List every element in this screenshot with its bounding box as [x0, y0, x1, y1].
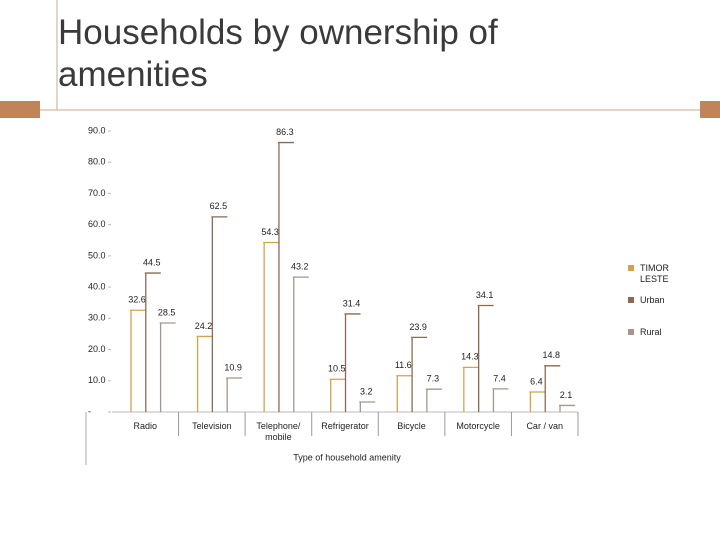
data-label: 3.2 — [360, 386, 373, 396]
legend-label: TIMOR LESTE — [640, 263, 669, 284]
data-label: 6.4 — [530, 376, 543, 386]
data-label: 14.3 — [461, 352, 479, 362]
data-label: 7.3 — [427, 374, 440, 384]
legend-label: Rural — [640, 327, 662, 337]
data-label: 34.1 — [476, 290, 494, 300]
x-tick-label: Radio — [133, 421, 158, 431]
y-tick-label: 40.0 — [88, 281, 106, 291]
data-label: 32.6 — [128, 295, 146, 305]
bar — [277, 141, 294, 412]
legend-swatch — [628, 329, 634, 335]
y-tick-label: 20.0 — [88, 344, 106, 354]
y-tick-label: 90.0 — [88, 125, 106, 135]
decor-bar — [0, 101, 40, 118]
bar — [144, 272, 161, 412]
y-tick-label: 60.0 — [88, 219, 106, 229]
bar — [425, 388, 442, 412]
data-label: 23.9 — [409, 322, 427, 332]
data-label: 11.6 — [395, 360, 412, 370]
bar — [226, 377, 243, 412]
data-label: 44.5 — [143, 257, 161, 267]
bar — [263, 241, 280, 412]
decor-bar — [700, 101, 720, 118]
bar — [329, 378, 346, 412]
y-tick-label: - — [88, 406, 91, 416]
data-label: 24.2 — [195, 321, 213, 331]
x-axis-title: Type of household amenity — [293, 452, 401, 462]
data-label: 10.9 — [224, 362, 242, 372]
y-tick-label: 70.0 — [88, 188, 106, 198]
bar — [292, 276, 309, 412]
bar — [359, 401, 376, 412]
bar — [344, 313, 361, 412]
bar — [462, 366, 479, 412]
bar — [477, 304, 494, 412]
data-label: 43.2 — [291, 261, 309, 271]
y-tick-label: 80.0 — [88, 157, 106, 167]
legend-label: Urban — [640, 295, 665, 305]
data-label: 2.1 — [560, 390, 573, 400]
legend-swatch — [628, 265, 634, 271]
bar — [196, 335, 213, 412]
x-tick-label: Refrigerator — [321, 421, 369, 431]
bar — [211, 216, 228, 412]
data-label: 10.5 — [328, 364, 346, 374]
data-label: 86.3 — [276, 127, 294, 137]
data-label: 14.8 — [542, 350, 560, 360]
data-label: 28.5 — [158, 307, 176, 317]
y-tick-label: 50.0 — [88, 250, 106, 260]
bar — [130, 309, 146, 412]
bar — [411, 336, 428, 412]
bar — [396, 375, 413, 412]
x-tick-label: Telephone/ mobile — [256, 421, 301, 442]
x-tick-label: Television — [192, 421, 232, 431]
bar — [492, 388, 509, 412]
x-tick-label: Bicycle — [397, 421, 426, 431]
x-tick-label: Motorcycle — [456, 421, 500, 431]
y-tick-label: 10.0 — [88, 375, 106, 385]
bar — [159, 322, 176, 412]
data-label: 54.3 — [261, 227, 279, 237]
data-label: 62.5 — [210, 201, 228, 211]
slide-title: Households by ownership of amenities — [58, 13, 498, 94]
data-label: 7.4 — [493, 373, 506, 383]
legend-swatch — [628, 297, 634, 303]
bar — [559, 404, 576, 412]
bar — [529, 391, 546, 412]
y-tick-label: 30.0 — [88, 313, 106, 323]
x-tick-label: Car / van — [526, 421, 563, 431]
data-label: 31.4 — [343, 298, 361, 308]
bar — [544, 365, 561, 412]
